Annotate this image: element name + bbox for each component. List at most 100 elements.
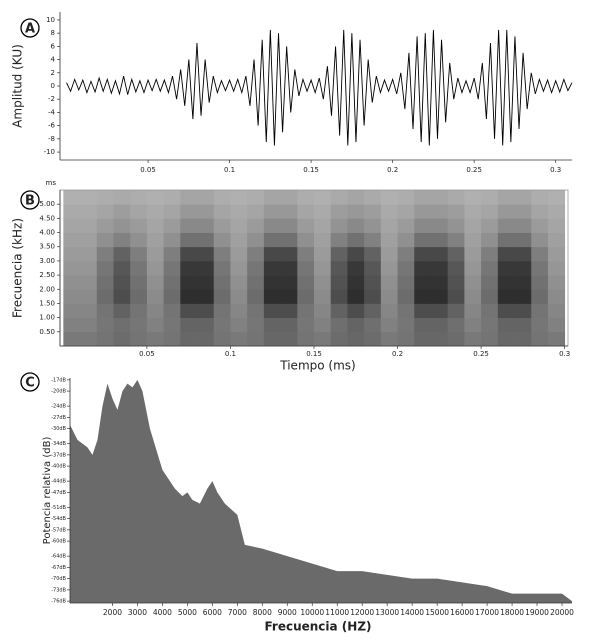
spectrogram-cell xyxy=(146,317,165,333)
spectrogram-cell xyxy=(464,303,482,319)
spectrogram-cell xyxy=(414,260,432,276)
spectrogram-cell xyxy=(531,204,549,219)
spectrogram-cell xyxy=(213,246,231,262)
spectrogram-cell xyxy=(547,331,566,347)
spectrogram-cell xyxy=(96,204,114,219)
y-axis-label: Amplitud (KU) xyxy=(11,44,25,128)
spectrogram-cell xyxy=(314,260,332,276)
spectrogram-cell xyxy=(364,246,382,262)
spectrogram-cell xyxy=(347,204,365,219)
spectrogram-cell xyxy=(514,317,532,333)
x-tick-label: 0.05 xyxy=(139,350,155,358)
spectrogram-cell xyxy=(414,303,432,319)
spectrogram-cell xyxy=(330,190,348,205)
spectrogram-cell xyxy=(180,204,198,219)
spectrogram-cell xyxy=(464,317,482,333)
spectrogram-cell xyxy=(146,218,165,233)
spectrogram-cell xyxy=(263,275,281,290)
x-tick-label: 14000 xyxy=(400,608,424,617)
y-tick-label: -64dB xyxy=(51,554,66,560)
spectrogram-cell xyxy=(397,275,415,290)
x-tick-label: 17000 xyxy=(475,608,499,617)
spectrogram-cell xyxy=(63,232,81,248)
spectrogram-cell xyxy=(514,204,532,219)
spectrogram-cell xyxy=(280,331,298,347)
spectrogram-cell xyxy=(397,218,415,233)
spectrogram-cell xyxy=(213,275,231,290)
spectrogram-cell xyxy=(230,317,248,333)
spectrogram-cell xyxy=(80,260,98,276)
x-tick-label: 16000 xyxy=(450,608,474,617)
y-tick-label: 4 xyxy=(51,56,56,64)
spectrogram-cell xyxy=(364,303,382,319)
spectrogram-cell xyxy=(197,190,215,205)
spectrogram-cell xyxy=(230,303,248,319)
spectrogram-cell xyxy=(113,218,131,233)
x-tick-label: 8000 xyxy=(253,608,272,617)
y-axis-label: Potencia relativa (dB) xyxy=(42,437,53,545)
spectrogram-cell xyxy=(80,331,98,347)
y-tick-label: -60dB xyxy=(51,539,66,545)
y-tick-label: -24dB xyxy=(51,404,66,410)
spectrogram-cell xyxy=(364,289,382,304)
spectrogram-cell xyxy=(447,246,465,262)
spectrogram-cell xyxy=(297,246,315,262)
spectrogram-cell xyxy=(80,190,98,205)
spectrum-area xyxy=(70,379,572,603)
spectrogram-cell xyxy=(80,204,98,219)
spectrogram-cell xyxy=(430,218,449,233)
spectrogram-cell xyxy=(297,275,315,290)
x-tick-label: 11000 xyxy=(325,608,349,617)
panel-badge xyxy=(20,190,40,210)
spectrogram-cell xyxy=(163,204,181,219)
x-tick-label: 0.15 xyxy=(306,350,322,358)
spectrogram-cell xyxy=(464,260,482,276)
y-tick-label: -57dB xyxy=(51,527,66,533)
y-tick-label: 5.00 xyxy=(39,200,55,208)
spectrogram-cell xyxy=(197,246,215,262)
spectrogram-cell xyxy=(113,275,131,290)
panel-badge xyxy=(20,18,40,38)
spectrogram-cell xyxy=(96,331,114,347)
spectrogram-cell xyxy=(80,289,98,304)
spectrogram-cell xyxy=(263,218,281,233)
spectrogram-cell xyxy=(314,204,332,219)
spectrogram-cell xyxy=(347,260,365,276)
y-tick-label: 4.00 xyxy=(39,229,55,237)
spectrogram-cell xyxy=(364,232,382,248)
waveform xyxy=(66,29,573,146)
x-tick-label: 0.3 xyxy=(559,350,570,358)
y-tick-label: 3.00 xyxy=(39,257,55,265)
spectrogram-cell xyxy=(330,246,348,262)
spectrogram-cell xyxy=(397,204,415,219)
spectrogram-cell xyxy=(263,232,281,248)
spectrogram-cell xyxy=(547,246,566,262)
spectrogram-cell xyxy=(213,204,231,219)
spectrogram-cell xyxy=(430,190,449,205)
spectrogram-cell xyxy=(230,204,248,219)
spectrogram-cell xyxy=(414,204,432,219)
spectrogram-cell xyxy=(113,204,131,219)
y-tick-label: -34dB xyxy=(51,441,66,447)
spectrogram-cell xyxy=(414,190,432,205)
spectrogram-cell xyxy=(297,317,315,333)
y-axis-label: Frecuencia (kHz) xyxy=(11,218,25,318)
y-tick-label: 10 xyxy=(46,16,55,24)
spectrogram-cell xyxy=(63,190,81,205)
spectrogram-cell xyxy=(531,303,549,319)
spectrogram-cell xyxy=(497,260,515,276)
spectrogram-cell xyxy=(230,260,248,276)
spectrogram-cell xyxy=(430,246,449,262)
y-tick-label: -2 xyxy=(48,95,55,103)
spectrogram-cell xyxy=(497,218,515,233)
spectrogram-cell xyxy=(213,303,231,319)
spectrogram-cell xyxy=(130,275,148,290)
spectrogram-cell xyxy=(180,232,198,248)
y-tick-label: 0.50 xyxy=(39,328,55,336)
spectrogram-cell xyxy=(314,246,332,262)
spectrogram-cell xyxy=(297,331,315,347)
spectrogram-cell xyxy=(531,260,549,276)
x-tick-label: 3000 xyxy=(128,608,147,617)
spectrogram-cell xyxy=(263,317,281,333)
spectrogram-cell xyxy=(247,317,265,333)
